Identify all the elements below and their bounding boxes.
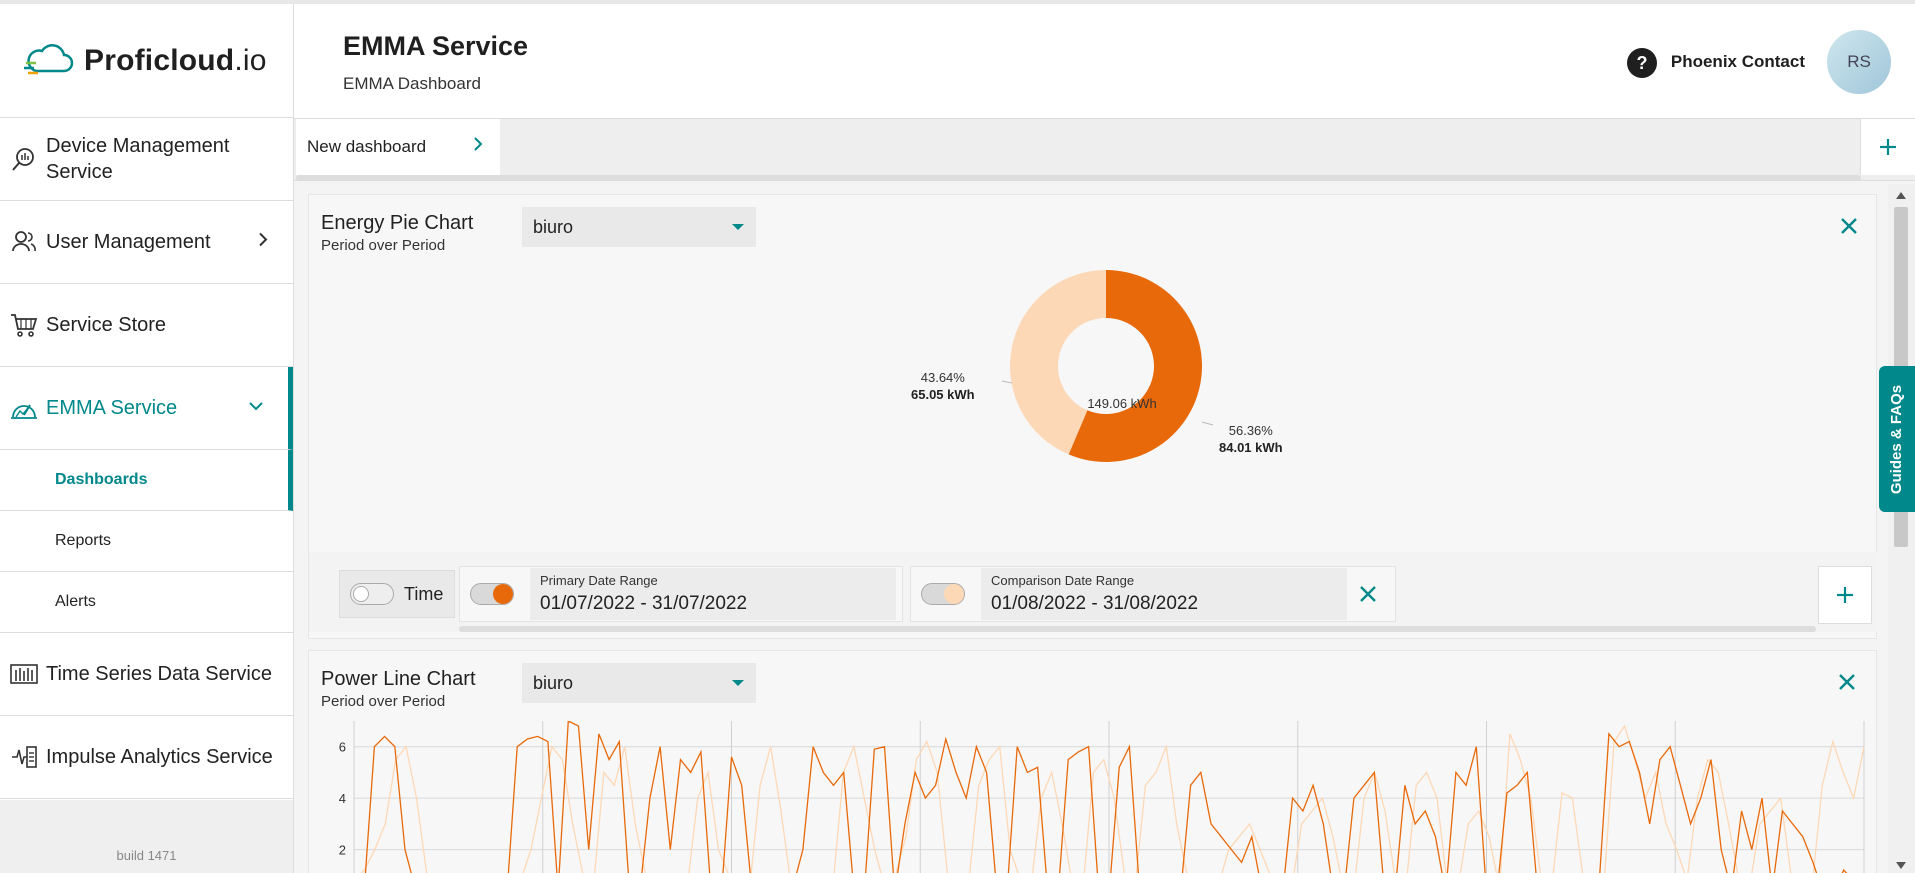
sidebar-item-time-series[interactable]: Time Series Data Service bbox=[0, 633, 293, 716]
scroll-down-icon[interactable] bbox=[1896, 862, 1906, 869]
tab-new-dashboard[interactable]: New dashboard bbox=[296, 119, 500, 175]
cart-icon bbox=[10, 311, 38, 339]
device-icon bbox=[10, 145, 38, 173]
sidebar-item-label: Time Series Data Service bbox=[46, 663, 272, 685]
date-controls: Time Primary Date Range 01/07/2022 - 31/… bbox=[309, 552, 1878, 632]
y-tick-label: 2 bbox=[339, 843, 346, 858]
card-subtitle: Period over Period bbox=[321, 693, 446, 710]
header: EMMA Service EMMA Dashboard ? Phoenix Co… bbox=[294, 4, 1915, 119]
pie-area: Energy Pie Chart Period over Period biur… bbox=[309, 195, 1878, 550]
primary-date-field[interactable]: Primary Date Range 01/07/2022 - 31/07/20… bbox=[530, 568, 896, 620]
power-line-card: Power Line Chart Period over Period biur… bbox=[308, 650, 1877, 873]
comparison-date-field[interactable]: Comparison Date Range 01/08/2022 - 31/08… bbox=[981, 568, 1347, 620]
field-label: Comparison Date Range bbox=[991, 573, 1135, 588]
card-title: Power Line Chart bbox=[321, 668, 476, 690]
pie-leader-line bbox=[1201, 421, 1214, 426]
company-name[interactable]: Phoenix Contact bbox=[1670, 52, 1805, 71]
add-dashboard-button[interactable] bbox=[1860, 119, 1915, 175]
chevron-down-icon bbox=[248, 399, 264, 417]
tabs-scrollbar[interactable] bbox=[296, 175, 1861, 181]
page-subtitle: EMMA Dashboard bbox=[343, 74, 481, 93]
sidebar: Proficloud.io Device Management Service … bbox=[0, 4, 294, 873]
field-value: 01/08/2022 - 31/08/2022 bbox=[991, 593, 1199, 614]
controls-scrollbar[interactable] bbox=[459, 626, 1816, 632]
pie-right-label: 56.36% 84.01 kWh bbox=[1219, 423, 1283, 455]
content-scrollbar[interactable] bbox=[1888, 184, 1915, 873]
top-border bbox=[0, 0, 1915, 4]
comparison-range-box: Comparison Date Range 01/08/2022 - 31/08… bbox=[910, 566, 1396, 622]
chevron-right-icon bbox=[257, 232, 269, 253]
comparison-range-toggle[interactable] bbox=[921, 583, 965, 605]
time-label: Time bbox=[404, 583, 444, 604]
pie-slice[interactable] bbox=[1010, 270, 1106, 455]
sidebar-subitem-reports[interactable]: Reports bbox=[0, 511, 293, 572]
sidebar-item-label: Service Store bbox=[46, 314, 167, 336]
close-icon[interactable] bbox=[1359, 585, 1377, 608]
pie-left-label: 43.64% 65.05 kWh bbox=[911, 370, 975, 402]
card-subtitle: Period over Period bbox=[321, 237, 446, 254]
y-tick-label: 4 bbox=[339, 791, 346, 806]
sidebar-item-service-store[interactable]: Service Store bbox=[0, 284, 293, 367]
sidebar-item-label: Device Management Service bbox=[46, 135, 230, 183]
field-label: Primary Date Range bbox=[540, 573, 658, 588]
guides-label: Guides & FAQs bbox=[1888, 384, 1906, 494]
logo[interactable]: Proficloud.io bbox=[0, 4, 293, 118]
caret-down-icon bbox=[732, 224, 744, 230]
pie-chart bbox=[1001, 270, 1214, 462]
sidebar-item-emma-service[interactable]: EMMA Service bbox=[0, 367, 293, 450]
series-line bbox=[364, 721, 1848, 873]
energy-pie-card: Energy Pie Chart Period over Period biur… bbox=[308, 194, 1878, 639]
location-select[interactable]: biuro bbox=[522, 663, 756, 703]
pie-center-label: 149.06 kWh bbox=[1087, 396, 1157, 411]
plus-icon bbox=[1837, 587, 1853, 603]
build-info: build 1471 bbox=[0, 800, 293, 873]
close-icon[interactable] bbox=[1840, 217, 1858, 240]
gauge-icon bbox=[10, 394, 38, 422]
scroll-up-icon[interactable] bbox=[1896, 192, 1906, 199]
card-title: Energy Pie Chart bbox=[321, 212, 474, 234]
sidebar-item-impulse-analytics[interactable]: Impulse Analytics Service bbox=[0, 716, 293, 799]
primary-range-toggle[interactable] bbox=[470, 583, 514, 605]
dashboard-tabbar: New dashboard bbox=[294, 119, 1915, 181]
location-select[interactable]: biuro bbox=[522, 207, 756, 247]
dashboard-content: Energy Pie Chart Period over Period biur… bbox=[296, 184, 1886, 873]
pie-leader-line bbox=[1001, 380, 1013, 384]
guides-faqs-tab[interactable]: Guides & FAQs bbox=[1879, 366, 1915, 512]
primary-range-box: Primary Date Range 01/07/2022 - 31/07/20… bbox=[459, 566, 903, 622]
bars-icon bbox=[10, 660, 38, 688]
select-value: biuro bbox=[533, 216, 574, 237]
tab-label: New dashboard bbox=[307, 137, 427, 156]
sidebar-item-user-management[interactable]: User Management bbox=[0, 201, 293, 284]
sidebar-item-label: EMMA Service bbox=[46, 397, 178, 419]
sidebar-item-device-management[interactable]: Device Management Service bbox=[0, 118, 293, 201]
time-toggle-box[interactable]: Time bbox=[339, 570, 455, 618]
line-chart: 2 4 6 bbox=[339, 721, 1865, 873]
sidebar-subitem-dashboards[interactable]: Dashboards bbox=[0, 450, 293, 511]
sidebar-item-label: Impulse Analytics Service bbox=[46, 746, 273, 768]
sidebar-item-label: User Management bbox=[46, 231, 211, 253]
caret-down-icon bbox=[732, 680, 744, 686]
analytics-icon bbox=[10, 743, 38, 771]
help-icon[interactable]: ? bbox=[1627, 48, 1657, 78]
time-toggle[interactable] bbox=[350, 583, 394, 605]
series-line bbox=[360, 724, 1865, 873]
page-title: EMMA Service bbox=[343, 31, 529, 61]
chevron-right-icon[interactable] bbox=[472, 136, 484, 157]
plus-icon bbox=[1880, 139, 1896, 155]
cloud-logo-icon bbox=[24, 43, 74, 74]
field-value: 01/07/2022 - 31/07/2022 bbox=[540, 593, 748, 614]
logo-text: Proficloud.io bbox=[84, 43, 267, 77]
avatar[interactable]: RS bbox=[1827, 30, 1891, 94]
close-icon[interactable] bbox=[1838, 673, 1856, 696]
pie-slice[interactable] bbox=[1068, 270, 1203, 462]
sidebar-subitem-alerts[interactable]: Alerts bbox=[0, 572, 293, 633]
users-icon bbox=[10, 228, 38, 256]
add-range-button[interactable] bbox=[1818, 566, 1872, 624]
select-value: biuro bbox=[533, 672, 574, 693]
y-tick-label: 6 bbox=[339, 740, 346, 755]
